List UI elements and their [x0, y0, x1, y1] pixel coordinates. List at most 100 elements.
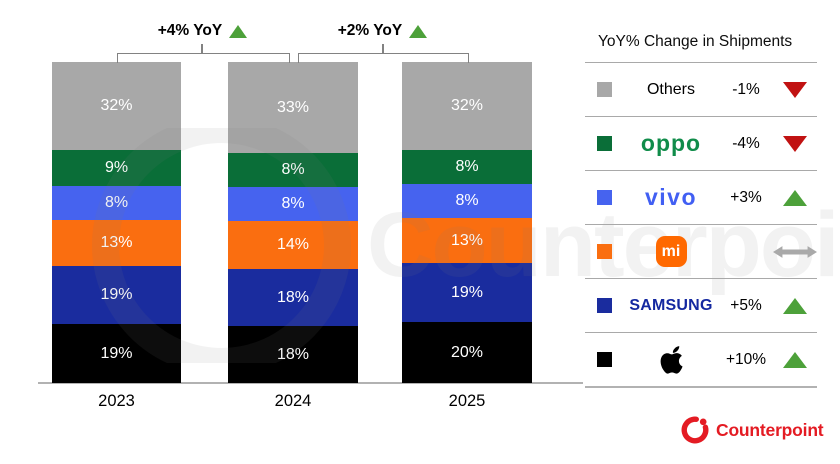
legend-title: YoY% Change in Shipments [598, 33, 793, 50]
apple-logo-icon [660, 345, 683, 374]
yoy-change-apple: +10% [725, 350, 767, 368]
legend-row-samsung: SAMSUNG +5% [585, 278, 817, 332]
legend-row-oppo: oppo -4% [585, 116, 817, 170]
annotation-label: +4% YoY [157, 22, 223, 39]
segment-others-2023: 32% [52, 62, 181, 150]
annotation-label: +2% YoY [337, 22, 403, 39]
annotation-2023-2024: +4% YoY [117, 20, 288, 42]
segment-value-label: 9% [104, 159, 129, 177]
bracket-tick [382, 44, 384, 54]
bar-2024: 33% 8% 8% 14% 18% 18% [228, 62, 358, 383]
segment-value-label: 8% [281, 161, 305, 179]
down-triangle-icon [783, 81, 807, 98]
direction-down [773, 135, 817, 152]
up-triangle-icon [783, 297, 807, 314]
brand-logo-xiaomi: mi [623, 236, 719, 267]
brand-logo-samsung: SAMSUNG [623, 297, 719, 315]
segment-xiaomi-2023: 13% [52, 220, 181, 266]
x-axis-label-2024: 2024 [274, 392, 312, 410]
brand-label-oppo: oppo [640, 130, 702, 156]
x-axis-label-2023: 2023 [98, 392, 135, 410]
bracket-tick [201, 44, 203, 54]
segment-value-label: 18% [276, 345, 310, 363]
segment-oppo-2025: 8% [402, 150, 532, 184]
segment-vivo-2025: 8% [402, 184, 532, 218]
segment-apple-2025: 20% [402, 322, 532, 383]
mi-logo-icon: mi [655, 236, 687, 267]
segment-samsung-2023: 19% [52, 265, 181, 325]
segment-value-label: 14% [276, 236, 310, 254]
segment-value-label: 19% [100, 344, 133, 362]
segment-apple-2024: 18% [228, 326, 358, 383]
segment-value-label: 32% [100, 97, 133, 114]
brand-logo-others: Others [623, 81, 719, 99]
legend-panel: YoY% Change in Shipments Others -1% oppo -4… [585, 22, 817, 388]
segment-value-label: 8% [455, 192, 479, 209]
x-axis-line [38, 382, 583, 384]
segment-samsung-2025: 19% [402, 263, 532, 322]
swatch-oppo [597, 136, 612, 151]
yoy-change-samsung: +5% [730, 296, 762, 314]
x-axis-label-2025: 2025 [448, 392, 486, 410]
mi-logo-text: mi [661, 242, 681, 260]
swatch-samsung [597, 298, 612, 313]
up-triangle-icon [783, 189, 807, 206]
segment-oppo-2024: 8% [228, 153, 358, 188]
direction-up [773, 189, 817, 206]
counterpoint-c-icon [681, 416, 709, 444]
brand-logo-vivo: vivo [623, 184, 719, 211]
segment-apple-2023: 19% [52, 324, 181, 383]
segment-vivo-2023: 8% [52, 186, 181, 221]
direction-up [773, 351, 817, 368]
legend-row-xiaomi: mi [585, 224, 817, 278]
segment-xiaomi-2024: 14% [228, 221, 358, 270]
yoy-change-vivo: +3% [730, 188, 762, 206]
segment-value-label: 18% [276, 288, 310, 306]
segment-value-label: 13% [450, 231, 484, 249]
direction-flat [773, 243, 817, 261]
segment-others-2025: 32% [402, 62, 532, 150]
plot-area: 32% 9% 8% 13% 19% 19% 2023 33% 8% 8% 14% 18% 18% 2024… [38, 0, 583, 464]
swatch-vivo [597, 190, 612, 205]
brand-logo-oppo: oppo [623, 130, 719, 157]
segment-value-label: 13% [100, 233, 133, 251]
segment-value-label: 8% [281, 195, 305, 213]
segment-value-label: 32% [450, 97, 484, 114]
legend-row-others: Others -1% [585, 62, 817, 116]
direction-down [773, 81, 817, 98]
segment-value-label: 20% [450, 343, 484, 361]
up-triangle-icon [783, 351, 807, 368]
down-triangle-icon [783, 135, 807, 152]
segment-others-2024: 33% [228, 62, 358, 153]
segment-vivo-2024: 8% [228, 187, 358, 222]
segment-oppo-2023: 9% [52, 150, 181, 187]
segment-samsung-2024: 18% [228, 269, 358, 327]
up-triangle-icon [409, 24, 428, 38]
flat-arrow-icon [773, 245, 817, 258]
legend-row-apple: +10% [585, 332, 817, 386]
bar-2023: 32% 9% 8% 13% 19% 19% [52, 62, 181, 383]
brand-logo-apple [623, 345, 719, 375]
segment-value-label: 33% [276, 98, 310, 116]
segment-xiaomi-2025: 13% [402, 218, 532, 264]
annotation-2024-2025: +2% YoY [298, 20, 467, 42]
up-triangle-icon [229, 24, 248, 38]
bracket-2023-2024 [117, 53, 290, 63]
yoy-change-oppo: -4% [732, 134, 760, 152]
bar-2025: 32% 8% 8% 13% 19% 20% [402, 62, 532, 383]
segment-value-label: 19% [450, 283, 484, 301]
segment-value-label: 8% [455, 158, 479, 175]
brand-label-vivo: vivo [644, 184, 698, 210]
segment-value-label: 8% [104, 194, 129, 212]
brand-label-others: Others [646, 80, 695, 98]
segment-value-label: 19% [100, 285, 133, 303]
swatch-xiaomi [597, 244, 612, 259]
counterpoint-logo: Counterpoint [681, 413, 824, 447]
brand-label-samsung: SAMSUNG [629, 296, 713, 314]
swatch-others [597, 82, 612, 97]
legend-row-vivo: vivo +3% [585, 170, 817, 224]
yoy-change-others: -1% [732, 80, 760, 98]
direction-up [773, 297, 817, 314]
bracket-2024-2025 [298, 53, 469, 63]
